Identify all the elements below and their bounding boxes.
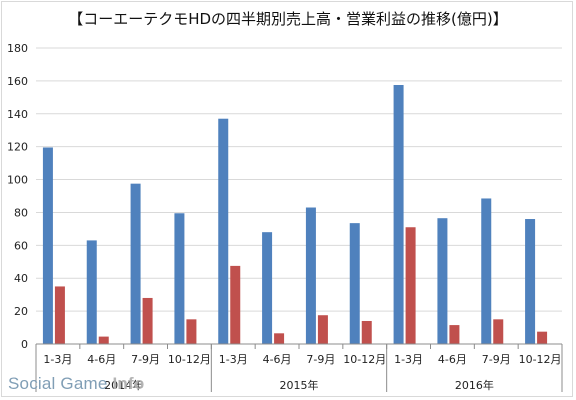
x-tick-label: 7-9月: [131, 353, 160, 366]
x-tick-label: 4-6月: [438, 353, 467, 366]
bar-series-1: [42, 147, 53, 344]
group-label: 2014年: [104, 378, 143, 392]
bar-series-2: [493, 319, 504, 344]
bar-series-1: [305, 207, 316, 344]
y-tick-label: 40: [14, 272, 28, 285]
bar-series-2: [537, 331, 548, 344]
bar-series-2: [449, 325, 460, 344]
bar-series-2: [230, 265, 241, 344]
y-tick-label: 120: [7, 141, 28, 154]
x-tick-label: 7-9月: [306, 353, 335, 366]
bar-series-1: [174, 213, 185, 344]
bar-series-2: [361, 320, 372, 344]
x-tick-label: 10-12月: [519, 353, 562, 366]
x-tick-label: 10-12月: [168, 353, 211, 366]
y-tick-label: 140: [7, 108, 28, 121]
x-tick-label: 4-6月: [263, 353, 292, 366]
bar-series-2: [54, 286, 65, 344]
x-tick-label: 1-3月: [394, 353, 423, 366]
bar-series-1: [349, 223, 360, 344]
bar-series-1: [437, 218, 448, 344]
watermark-accent-text: Info: [112, 374, 145, 393]
y-tick-label: 100: [7, 174, 28, 187]
y-tick-label: 160: [7, 75, 28, 88]
social-game-info-watermark: Social Game Info: [8, 374, 144, 394]
chart-title: 【コーエーテクモHDの四半期別売上高・営業利益の推移(億円)】: [68, 10, 508, 28]
watermark-text: Social Game: [8, 374, 113, 393]
bar-series-1: [218, 118, 229, 344]
bar-series-2: [274, 333, 285, 344]
bar-series-2: [142, 297, 153, 344]
bar-series-2: [186, 319, 197, 344]
bar-series-1: [393, 85, 404, 344]
x-tick-label: 10-12月: [343, 353, 386, 366]
x-tick-label: 1-3月: [43, 353, 72, 366]
bar-series-2: [317, 315, 328, 344]
bar-series-1: [481, 198, 492, 344]
y-tick-label: 80: [14, 206, 28, 219]
bar-series-2: [98, 336, 109, 344]
y-tick-label: 20: [14, 305, 28, 318]
group-label: 2016年: [455, 378, 494, 392]
y-tick-label: 0: [21, 338, 28, 351]
y-tick-label: 180: [7, 42, 28, 55]
y-tick-label: 60: [14, 239, 28, 252]
bar-series-2: [405, 227, 416, 344]
bar-series-1: [130, 183, 141, 344]
group-label: 2015年: [280, 378, 319, 392]
x-tick-label: 4-6月: [87, 353, 116, 366]
bar-series-1: [525, 219, 536, 344]
bar-series-1: [262, 232, 273, 344]
x-tick-label: 7-9月: [482, 353, 511, 366]
bar-series-1: [86, 240, 97, 344]
x-tick-label: 1-3月: [219, 353, 248, 366]
